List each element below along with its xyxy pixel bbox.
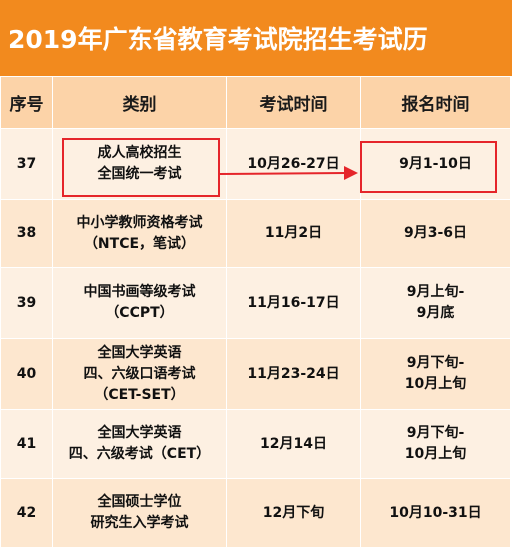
reg-time-line: 10月上旬: [404, 446, 467, 462]
exam-time-line: 10月26-27日: [247, 155, 340, 172]
row-seq: 39: [0, 267, 53, 339]
row-reg-time: 10月10-31日: [360, 478, 511, 548]
reg-time-line: 9月上旬-: [406, 284, 465, 300]
table-row: 40 全国大学英语 四、六级口语考试 （CET-SET） 11月23-24日 9…: [0, 338, 511, 410]
header-exam-time: 考试时间: [226, 76, 361, 129]
category-line: 中小学教师资格考试: [76, 214, 203, 231]
reg-time-line: 9月底: [416, 305, 455, 321]
exam-schedule-table: 序号 类别 考试时间 报名时间 37 成人高校招生 全国统一考试 10月26-2…: [0, 76, 511, 548]
row-category: 全国大学英语 四、六级口语考试 （CET-SET）: [52, 338, 227, 410]
reg-time-line: 10月上旬: [404, 376, 467, 392]
reg-time-line: 9月下旬-: [406, 425, 465, 441]
category-line: 四、六级考试（CET）: [68, 446, 211, 462]
row-seq: 37: [0, 128, 53, 200]
category-highlight-box: [62, 138, 220, 197]
reg-time-highlight-box: [360, 141, 497, 193]
header-seq: 序号: [0, 76, 53, 129]
table-row: 41 全国大学英语 四、六级考试（CET） 12月14日 9月下旬- 10月上旬: [0, 409, 511, 479]
exam-time-line: 11月2日: [264, 225, 323, 241]
row-exam-time: 12月下旬: [226, 478, 361, 548]
category-line: 全国统一考试: [97, 166, 182, 182]
row-category: 全国大学英语 四、六级考试（CET）: [52, 409, 227, 479]
exam-time-line: 11月16-17日: [247, 294, 340, 311]
reg-time-line: 9月下旬-: [406, 355, 465, 371]
row-seq: 42: [0, 478, 53, 548]
exam-time-line: 11月23-24日: [247, 365, 340, 382]
exam-time-line: 12月下旬: [262, 504, 325, 521]
reg-time-line: 9月3-6日: [403, 225, 468, 241]
row-reg-time: 9月下旬- 10月上旬: [360, 338, 511, 410]
category-line: （CCPT）: [105, 305, 174, 321]
row-reg-time: 9月3-6日: [360, 199, 511, 268]
row-category: 中小学教师资格考试 （NTCE，笔试）: [52, 199, 227, 268]
row-category: 中国书画等级考试 （CCPT）: [52, 267, 227, 339]
category-line: 全国硕士学位: [97, 494, 182, 510]
row-reg-time: 9月下旬- 10月上旬: [360, 409, 511, 479]
category-line: 全国大学英语: [97, 425, 182, 441]
category-line: （NTCE，笔试）: [83, 235, 196, 252]
row-exam-time: 12月14日: [226, 409, 361, 479]
row-category: 成人高校招生 全国统一考试: [52, 128, 227, 200]
header-category: 类别: [52, 76, 227, 129]
page-title: 2019年广东省教育考试院招生考试历: [0, 0, 512, 76]
row-reg-time: 9月上旬- 9月底: [360, 267, 511, 339]
category-line: （CET-SET）: [94, 386, 185, 403]
category-line: 四、六级口语考试: [83, 365, 196, 382]
exam-time-line: 12月14日: [260, 435, 327, 452]
category-line: 全国大学英语: [97, 344, 182, 361]
category-line: 成人高校招生: [97, 145, 182, 161]
category-line: 中国书画等级考试: [83, 284, 196, 300]
row-exam-time: 10月26-27日: [226, 128, 361, 200]
row-seq: 40: [0, 338, 53, 410]
reg-time-line: 9月1-10日: [399, 155, 472, 172]
reg-time-line: 10月10-31日: [389, 504, 482, 521]
table-header-row: 序号 类别 考试时间 报名时间: [0, 76, 511, 129]
row-seq: 41: [0, 409, 53, 479]
row-category: 全国硕士学位 研究生入学考试: [52, 478, 227, 548]
table-row: 42 全国硕士学位 研究生入学考试 12月下旬 10月10-31日: [0, 478, 511, 548]
table-row: 39 中国书画等级考试 （CCPT） 11月16-17日 9月上旬- 9月底: [0, 267, 511, 339]
header-reg-time: 报名时间: [360, 76, 511, 129]
row-exam-time: 11月23-24日: [226, 338, 361, 410]
category-line: 研究生入学考试: [90, 515, 189, 531]
